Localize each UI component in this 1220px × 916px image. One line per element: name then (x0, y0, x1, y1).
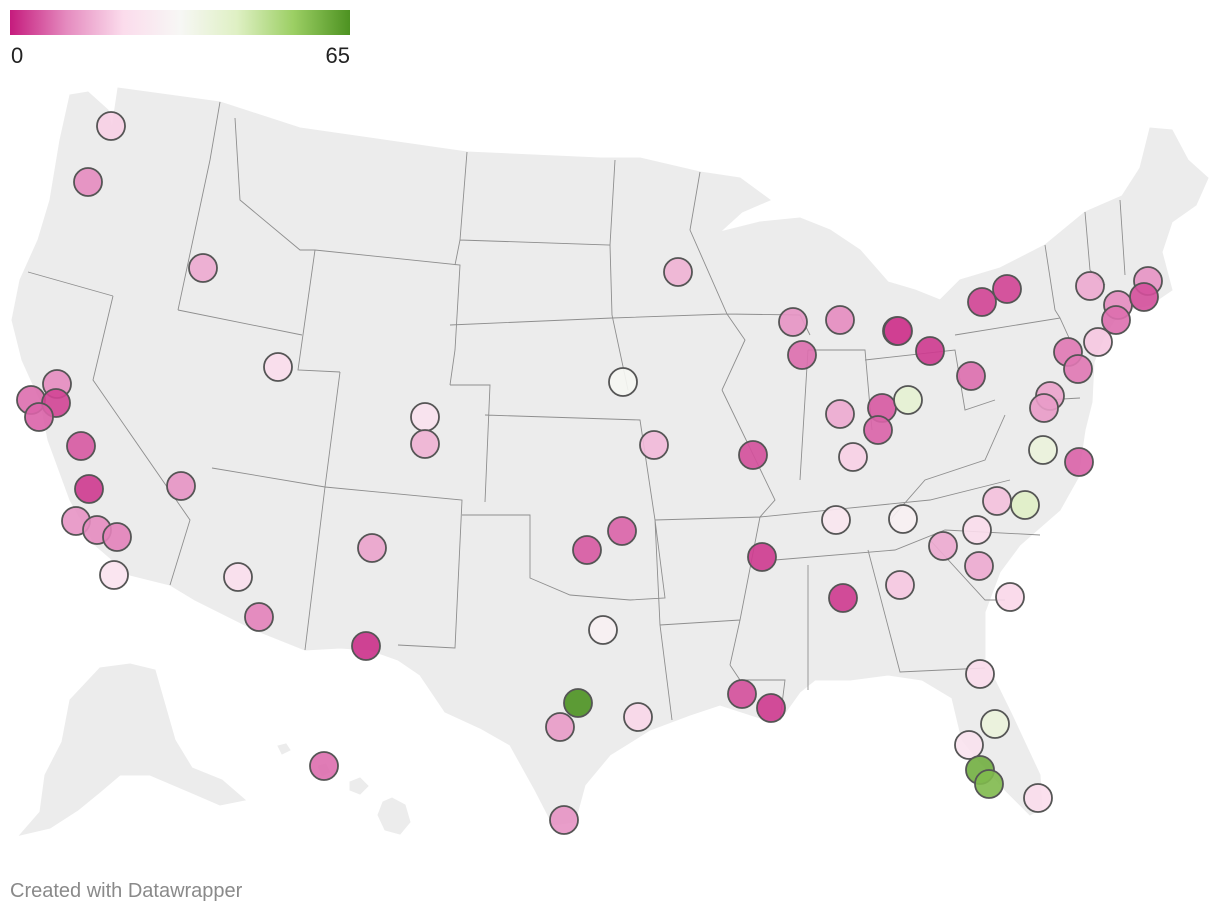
city-marker[interactable]: Rochester, NY (992, 274, 1022, 304)
city-marker[interactable]: Greenville, SC (928, 531, 958, 561)
city-marker[interactable]: Grand Rapids, MI (825, 305, 855, 335)
city-marker[interactable]: Philadelphia, PA (1063, 354, 1093, 384)
city-marker[interactable]: Columbus, OH (893, 385, 923, 415)
city-marker[interactable]: New York, NY (1101, 305, 1131, 335)
city-marker[interactable]: Charleston, SC (995, 582, 1025, 612)
city-marker[interactable]: Memphis, TN (747, 542, 777, 572)
city-marker[interactable]: Minneapolis, MN (663, 257, 693, 287)
alaska-landmass (18, 663, 247, 836)
state-borders (27, 101, 1126, 721)
city-marker[interactable]: Phoenix, AZ (223, 562, 253, 592)
city-marker[interactable]: Orlando, FL (980, 709, 1010, 739)
city-marker[interactable]: Cincinnati, OH (863, 415, 893, 445)
legend-max-label: 65 (325, 43, 350, 68)
city-marker[interactable]: El Paso, TX (351, 631, 381, 661)
city-marker[interactable]: Omaha, NE (608, 367, 638, 397)
city-marker[interactable]: Seattle, WA (96, 111, 126, 141)
legend-gradient-bar (10, 10, 350, 35)
city-marker[interactable]: Denver, CO (410, 402, 440, 432)
city-marker[interactable]: Salt Lake City, UT (263, 352, 293, 382)
city-marker[interactable]: Toledo, OH (883, 316, 913, 346)
city-marker[interactable]: Honolulu, HI (309, 751, 339, 781)
city-marker[interactable]: San Bernardino, CA (102, 522, 132, 552)
city-marker[interactable]: Madison, WI (778, 307, 808, 337)
city-marker[interactable]: Buffalo, NY (967, 287, 997, 317)
city-marker[interactable]: Columbia, SC (964, 551, 994, 581)
city-marker[interactable]: Boise, ID (188, 253, 218, 283)
city-marker[interactable]: Providence, RI (1129, 282, 1159, 312)
city-marker[interactable]: Bakersfield, CA (74, 474, 104, 504)
city-markers: Seattle, WAPortland, ORBoise, IDSacramen… (16, 111, 1163, 835)
city-marker[interactable]: North Port, FL (974, 769, 1004, 799)
color-legend: 0 65 (10, 10, 350, 68)
city-marker[interactable]: Houston, TX (623, 702, 653, 732)
city-marker[interactable]: Albany, NY (1075, 271, 1105, 301)
city-marker[interactable]: Las Vegas, NV (166, 471, 196, 501)
city-marker[interactable]: Kansas City, MO (639, 430, 669, 460)
city-marker[interactable]: Indianapolis, IN (825, 399, 855, 429)
city-marker[interactable]: Pittsburgh, PA (956, 361, 986, 391)
city-marker[interactable]: Trenton, NJ (1083, 327, 1113, 357)
city-marker[interactable]: Tampa, FL (954, 730, 984, 760)
city-marker[interactable]: Charlotte, NC (962, 515, 992, 545)
city-marker[interactable]: Colorado Springs, CO (410, 429, 440, 459)
city-marker[interactable]: San Diego, CA (99, 560, 129, 590)
city-marker[interactable]: Atlanta, GA (885, 570, 915, 600)
city-marker[interactable]: Knoxville, TN (888, 504, 918, 534)
hawaii-maui (349, 777, 369, 795)
city-marker[interactable]: Raleigh, NC (1010, 490, 1040, 520)
city-marker[interactable]: Tulsa, OK (607, 516, 637, 546)
city-marker[interactable]: Tucson, AZ (244, 602, 274, 632)
city-marker[interactable]: Portland, OR (73, 167, 103, 197)
city-marker[interactable]: Virginia Beach, VA (1064, 447, 1094, 477)
city-marker[interactable]: Albuquerque, NM (357, 533, 387, 563)
city-marker[interactable]: Cleveland, OH (915, 336, 945, 366)
city-marker[interactable]: Birmingham, AL (828, 583, 858, 613)
city-marker[interactable]: Fresno, CA (66, 431, 96, 461)
land-layer (11, 87, 1209, 836)
city-marker[interactable]: Greensboro, NC (982, 486, 1012, 516)
city-marker[interactable]: McAllen, TX (549, 805, 579, 835)
hawaii-kauai (277, 743, 291, 755)
city-marker[interactable]: Jacksonville, FL (965, 659, 995, 689)
city-marker[interactable]: Miami, FL (1023, 783, 1053, 813)
city-marker[interactable]: Oklahoma City, OK (572, 535, 602, 565)
city-marker[interactable]: Richmond, VA (1028, 435, 1058, 465)
state-border-lines (27, 101, 1126, 721)
city-marker[interactable]: Washington, DC (1029, 393, 1059, 423)
city-marker[interactable]: San Jose, CA (24, 402, 54, 432)
hawaii-big-island (377, 797, 411, 835)
credit-text: Created with Datawrapper (10, 880, 243, 902)
city-marker[interactable]: St. Louis, MO (738, 440, 768, 470)
city-marker[interactable]: Louisville, KY (838, 442, 868, 472)
contiguous-us-landmass (11, 87, 1209, 826)
city-marker[interactable]: Austin, TX (563, 688, 593, 718)
city-marker[interactable]: Dallas, TX (588, 615, 618, 645)
city-marker[interactable]: Baton Rouge, LA (727, 679, 757, 709)
city-marker[interactable]: San Antonio, TX (545, 712, 575, 742)
city-marker[interactable]: Chicago, IL (787, 340, 817, 370)
legend-min-label: 0 (11, 43, 24, 68)
city-marker[interactable]: Nashville, TN (821, 505, 851, 535)
city-marker[interactable]: New Orleans, LA (756, 693, 786, 723)
